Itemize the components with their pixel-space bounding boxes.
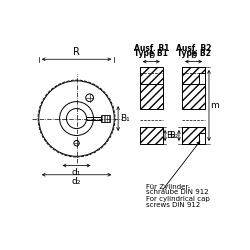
Bar [140,84,163,108]
Text: Ausf. B2: Ausf. B2 [176,44,211,53]
Text: d₂: d₂ [72,177,81,186]
Bar [101,115,110,122]
Text: Type B1: Type B1 [134,49,168,58]
Text: B₂: B₂ [166,131,175,140]
Bar [182,67,205,84]
Text: screws DIN 912: screws DIN 912 [146,202,200,208]
Text: Für Zylinder-: Für Zylinder- [146,184,190,190]
Text: R: R [73,46,80,56]
Bar [182,84,205,108]
Circle shape [86,94,94,102]
Bar [199,73,205,84]
Circle shape [74,140,79,146]
Bar [140,67,163,84]
Text: B₂: B₂ [169,131,178,140]
Circle shape [39,81,114,156]
Text: Type B2: Type B2 [177,49,210,58]
Bar [199,133,205,144]
Circle shape [60,102,94,136]
Circle shape [66,108,86,128]
Text: B₁: B₁ [120,114,130,123]
Text: schraube DIN 912: schraube DIN 912 [146,190,208,196]
Bar [140,127,163,144]
Text: b: b [190,50,197,60]
Text: m: m [210,101,219,110]
Text: Ausf. B1: Ausf. B1 [134,44,169,53]
Text: d₁: d₁ [72,168,81,177]
Text: b: b [148,50,154,60]
Text: For cylindrical cap: For cylindrical cap [146,196,210,202]
Bar [182,127,205,144]
